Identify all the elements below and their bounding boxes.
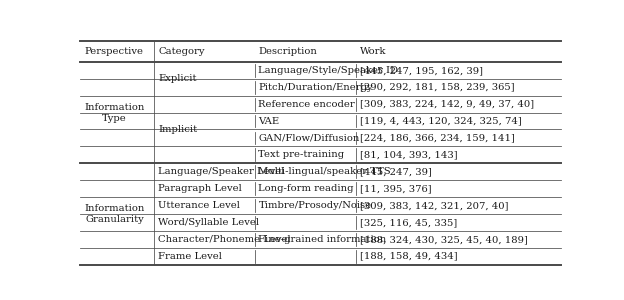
Text: Language/Speaker Level: Language/Speaker Level	[158, 167, 285, 176]
Text: Perspective: Perspective	[84, 47, 144, 56]
Text: Language/Style/Speaker ID: Language/Style/Speaker ID	[258, 66, 398, 75]
Text: [81, 104, 393, 143]: [81, 104, 393, 143]	[360, 150, 457, 159]
Text: [445, 247, 195, 162, 39]: [445, 247, 195, 162, 39]	[360, 66, 483, 75]
Text: Description: Description	[258, 47, 317, 56]
Text: Information
Type: Information Type	[84, 103, 145, 123]
Text: [309, 383, 142, 321, 207, 40]: [309, 383, 142, 321, 207, 40]	[360, 201, 509, 210]
Text: [325, 116, 45, 335]: [325, 116, 45, 335]	[360, 218, 457, 227]
Text: [224, 186, 366, 234, 159, 141]: [224, 186, 366, 234, 159, 141]	[360, 134, 515, 142]
Text: Fine-grained information: Fine-grained information	[258, 235, 387, 244]
Text: [309, 383, 224, 142, 9, 49, 37, 40]: [309, 383, 224, 142, 9, 49, 37, 40]	[360, 100, 534, 109]
Text: Long-form reading: Long-form reading	[258, 184, 354, 193]
Text: GAN/Flow/Diffusion: GAN/Flow/Diffusion	[258, 134, 360, 142]
Text: Reference encoder: Reference encoder	[258, 100, 355, 109]
Text: Implicit: Implicit	[158, 125, 197, 134]
Text: [11, 395, 376]: [11, 395, 376]	[360, 184, 432, 193]
Text: Category: Category	[158, 47, 205, 56]
Text: Multi-lingual/speaker TTS: Multi-lingual/speaker TTS	[258, 167, 391, 176]
Text: Work: Work	[360, 47, 386, 56]
Text: Word/Syllable Level: Word/Syllable Level	[158, 218, 260, 227]
Text: [119, 4, 443, 120, 324, 325, 74]: [119, 4, 443, 120, 324, 325, 74]	[360, 116, 522, 125]
Text: [188, 324, 430, 325, 45, 40, 189]: [188, 324, 430, 325, 45, 40, 189]	[360, 235, 528, 244]
Text: VAE: VAE	[258, 116, 280, 125]
Text: Text pre-training: Text pre-training	[258, 150, 344, 159]
Text: Explicit: Explicit	[158, 74, 197, 83]
Text: Pitch/Duration/Energy: Pitch/Duration/Energy	[258, 83, 373, 92]
Text: Frame Level: Frame Level	[158, 252, 222, 261]
Text: [290, 292, 181, 158, 239, 365]: [290, 292, 181, 158, 239, 365]	[360, 83, 515, 92]
Text: Character/Phoneme Level: Character/Phoneme Level	[158, 235, 291, 244]
Text: [445, 247, 39]: [445, 247, 39]	[360, 167, 432, 176]
Text: Utterance Level: Utterance Level	[158, 201, 240, 210]
Text: [188, 158, 49, 434]: [188, 158, 49, 434]	[360, 252, 457, 261]
Text: Information
Granularity: Information Granularity	[84, 204, 145, 224]
Text: Paragraph Level: Paragraph Level	[158, 184, 242, 193]
Text: Timbre/Prosody/Noise: Timbre/Prosody/Noise	[258, 201, 371, 210]
